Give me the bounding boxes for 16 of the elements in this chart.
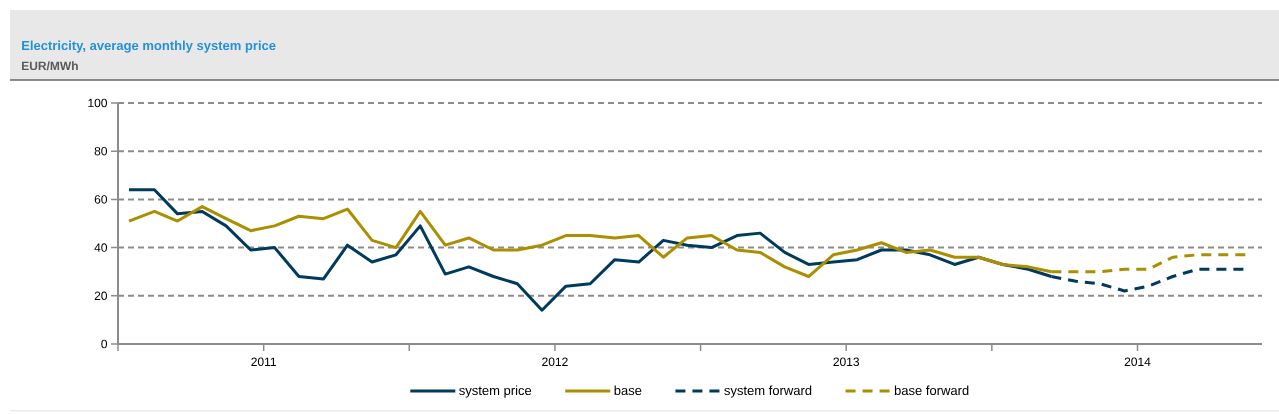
y-tick-label: 0 [101,339,108,349]
y-tick-label: 60 [94,195,108,204]
y-tick-label: 40 [94,243,108,252]
legend-label: base forward [894,385,969,396]
legend-label: base [614,385,642,396]
y-tick-label: 80 [94,146,108,156]
x-tick-label: 2011 [251,357,276,367]
x-tick-label: 2012 [542,357,568,367]
y-tick-label: 100 [88,98,108,108]
chart-title: Electricity, average monthly system price [22,40,276,53]
legend-label: system forward [724,385,812,398]
y-tick-label: 20 [94,291,108,301]
x-tick-label: 2013 [833,357,860,367]
x-tick-label: 2014 [1124,357,1151,367]
legend-label: system price [459,385,532,398]
chart-subtitle: EUR/MWh [22,61,78,71]
